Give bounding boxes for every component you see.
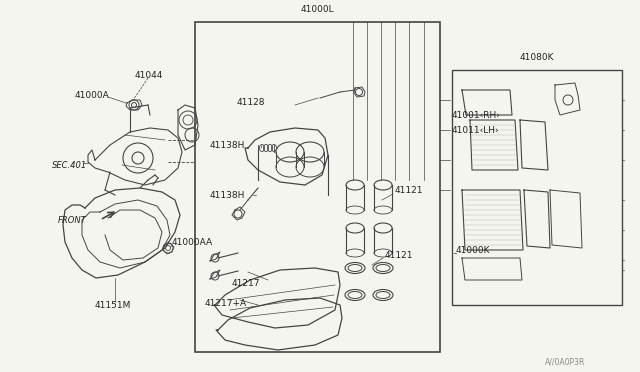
Bar: [452, 70, 622, 305]
Text: SEC.401: SEC.401: [52, 160, 87, 170]
Text: 41217: 41217: [232, 279, 260, 288]
Text: 41128: 41128: [237, 97, 266, 106]
Text: 41000AA: 41000AA: [172, 237, 213, 247]
Text: 41001‹RH›: 41001‹RH›: [452, 110, 501, 119]
Text: 41080K: 41080K: [520, 53, 554, 62]
Text: 41011‹LH›: 41011‹LH›: [452, 125, 500, 135]
Text: 41151M: 41151M: [95, 301, 131, 310]
Text: A//0A0P3R: A//0A0P3R: [545, 357, 586, 366]
Bar: [195, 22, 440, 352]
Text: 41000K: 41000K: [456, 246, 490, 254]
Text: 41217+A: 41217+A: [205, 298, 247, 308]
Text: 41138H: 41138H: [210, 141, 245, 150]
Text: 41121: 41121: [395, 186, 424, 195]
Text: 41121: 41121: [385, 250, 413, 260]
Text: 41000L: 41000L: [301, 5, 334, 14]
Text: 41044: 41044: [135, 71, 163, 80]
Text: 41000A: 41000A: [75, 90, 109, 99]
Text: 41138H: 41138H: [210, 190, 245, 199]
Text: FRONT: FRONT: [58, 215, 87, 224]
